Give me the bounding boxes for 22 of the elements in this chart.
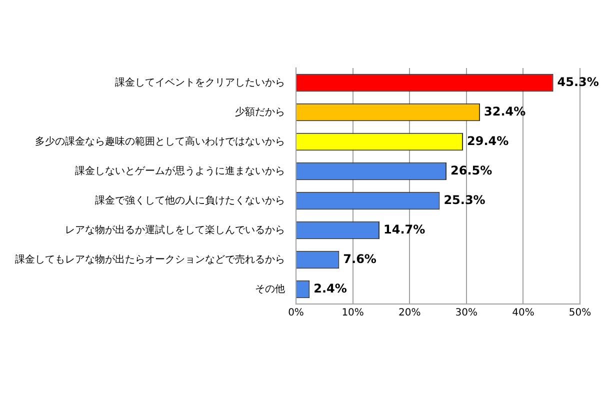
y-tick-label: 課金してもレアな物が出たらオークションなどで売れるから — [15, 253, 285, 266]
data-label: 14.7% — [383, 222, 426, 236]
data-label: 2.4% — [314, 281, 347, 296]
y-tick-label: レアな物が出るか運試しをして楽しんでいるから — [65, 224, 285, 236]
y-tick-label: その他 — [255, 282, 285, 295]
x-tick-label: 10% — [342, 308, 364, 319]
y-tick-label: 課金で強くして他の人に負けたくないから — [95, 194, 285, 206]
x-tick-label: 30% — [455, 308, 478, 319]
data-label: 45.3% — [557, 74, 599, 89]
x-tick-label: 0% — [288, 308, 304, 319]
x-tick-label: 40% — [512, 308, 534, 319]
y-tick-label: 多少の課金なら趣味の範囲として高いわけではないから — [35, 135, 285, 148]
x-tick-label: 20% — [398, 308, 421, 319]
data-label: 29.4% — [466, 134, 509, 148]
y-tick-label: 少額だから — [235, 106, 285, 118]
data-label: 32.4% — [484, 104, 526, 118]
x-tick-label: 50% — [568, 308, 592, 319]
y-tick-label: 課金しないとゲームが思うように進まないから — [75, 164, 285, 177]
data-label: 25.3% — [444, 192, 486, 207]
data-label: 26.5% — [450, 163, 492, 178]
data-label: 7.6% — [343, 252, 376, 266]
y-tick-label: 課金してイベントをクリアしたいから — [115, 76, 285, 88]
